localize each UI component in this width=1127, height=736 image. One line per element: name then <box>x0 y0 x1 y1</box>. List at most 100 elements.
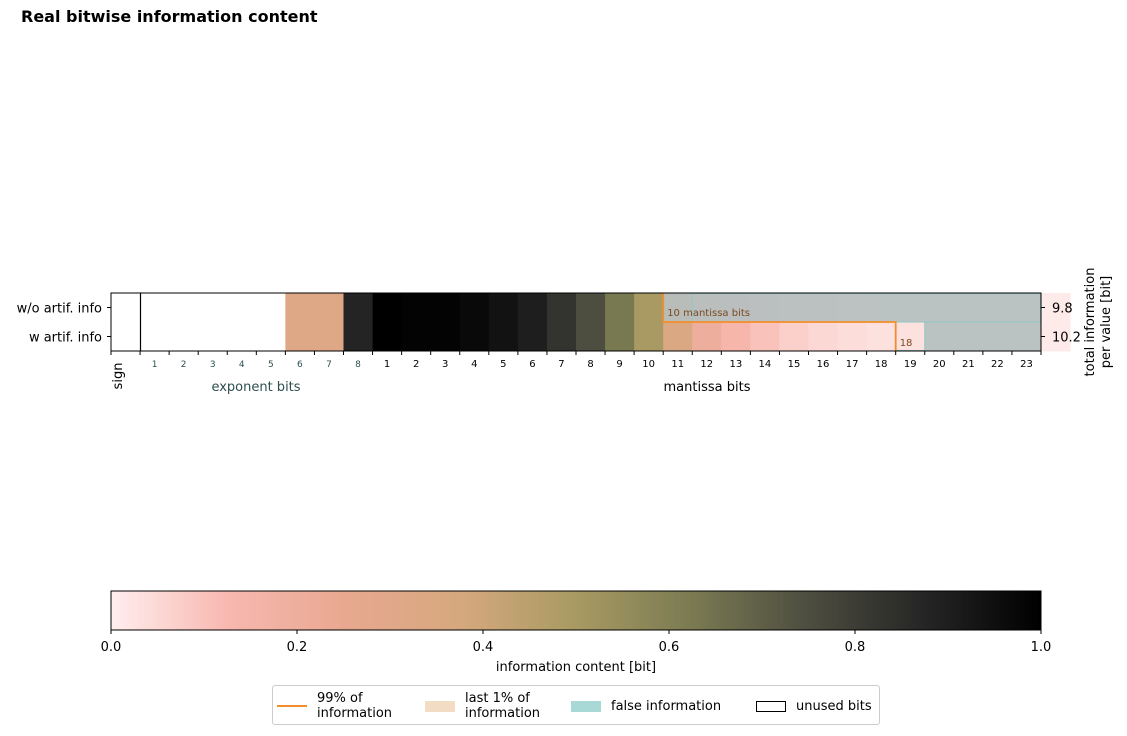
heatmap-cell <box>227 293 257 323</box>
heatmap-cell <box>721 322 751 352</box>
mantissa-bit-tick-label: 14 <box>759 359 772 370</box>
mantissa-bit-tick-label: 21 <box>962 359 975 370</box>
legend-label: unused bits <box>796 698 872 714</box>
colorbar-tick-label: 0.6 <box>659 640 680 655</box>
right-axis-label: total information per value [bit] <box>1083 268 1114 377</box>
exponent-bit-tick-label: 3 <box>210 360 216 370</box>
heatmap-cell <box>169 322 199 352</box>
heatmap-cell <box>605 322 635 352</box>
heatmap-cell <box>692 322 722 352</box>
dropped-bits-overlay <box>924 322 1041 351</box>
mantissa-bit-tick-label: 3 <box>442 359 448 370</box>
bit-ticks: 1 2 3 4 5 6 7 8 1 2 3 4 5 6 7 8 9 10 11 12 13 14 15 16 17 18 19 20 2… <box>110 351 1042 370</box>
heatmap-cell <box>401 322 432 352</box>
exponent-bit-tick-label: 4 <box>239 360 245 370</box>
mantissa-bits-label: mantissa bits <box>664 380 751 395</box>
right-axis-label-line2: per value [bit] <box>1099 276 1114 368</box>
heatmap-cell <box>663 322 693 352</box>
mantissa-bit-tick-label: 19 <box>904 359 917 370</box>
legend-swatch-patch <box>425 700 455 712</box>
exponent-bit-tick-label: 2 <box>181 360 187 370</box>
exponent-bit-tick-label: 5 <box>268 360 274 370</box>
heatmap-cell <box>314 322 344 352</box>
heatmap-cell <box>866 322 897 352</box>
heatmap-cell <box>605 293 635 323</box>
legend-swatch-outline <box>756 700 786 712</box>
heatmap-cell <box>285 293 315 323</box>
keepbits-annotation-row2: 18 <box>900 338 913 349</box>
heatmap-cell <box>430 293 461 323</box>
heatmap-cell <box>837 322 868 352</box>
heatmap-cell <box>256 293 286 323</box>
heatmap-cell <box>285 322 315 352</box>
heatmap-cell <box>459 322 490 352</box>
colorbar-tick-label: 1.0 <box>1031 640 1052 655</box>
heatmap-cell <box>546 293 577 323</box>
heatmap-cell <box>140 293 170 323</box>
total-information-ticks: 9.8 10.2 <box>1041 302 1081 346</box>
heatmap-cell <box>576 293 606 323</box>
exponent-bit-tick-label: 7 <box>326 360 332 370</box>
heatmap-cell <box>140 322 170 352</box>
heatmap-cell <box>808 322 838 352</box>
dropped-bits-overlay <box>663 293 1041 322</box>
total-information-label: 10.2 <box>1052 331 1081 346</box>
heatmap-cell <box>198 293 228 323</box>
mantissa-bit-tick-label: 18 <box>875 359 888 370</box>
heatmap-cell <box>750 322 780 352</box>
legend: 99% of information last 1% of informatio… <box>272 685 880 725</box>
heatmap-cell <box>488 293 519 323</box>
heatmap-cell <box>779 322 809 352</box>
mantissa-bit-tick-label: 9 <box>616 359 622 370</box>
legend-item-unused-bits: unused bits <box>756 686 872 726</box>
exponent-bit-tick-label: 6 <box>297 360 303 370</box>
mantissa-bit-tick-label: 1 <box>384 359 390 370</box>
colorbar-tick-label: 0.0 <box>101 640 122 655</box>
mantissa-bit-tick-label: 23 <box>1020 359 1033 370</box>
mantissa-bit-tick-label: 7 <box>558 359 564 370</box>
mantissa-bit-tick-label: 17 <box>846 359 859 370</box>
mantissa-bit-tick-label: 8 <box>587 359 593 370</box>
heatmap-cell <box>488 322 519 352</box>
total-information-label: 9.8 <box>1052 302 1073 317</box>
colorbar-tick-label: 0.8 <box>845 640 866 655</box>
mantissa-bit-tick-label: 22 <box>991 359 1004 370</box>
legend-label: false information <box>611 698 722 714</box>
heatmap-cell <box>634 293 664 323</box>
heatmap-cell <box>343 293 373 323</box>
right-axis-label-line1: total information <box>1083 268 1098 377</box>
heatmap-cell <box>111 293 141 323</box>
heatmap-cell <box>372 293 403 323</box>
mantissa-bit-tick-label: 10 <box>642 359 655 370</box>
heatmap-cell <box>459 293 490 323</box>
row-label: w/o artif. info <box>17 302 102 317</box>
keepbits-line <box>662 293 897 351</box>
mantissa-bit-tick-label: 11 <box>671 359 684 370</box>
heatmap-cell <box>517 293 548 323</box>
colorbar-ticks: 0.0 0.2 0.4 0.6 0.8 1.0 <box>101 630 1052 655</box>
mantissa-bit-tick-label: 5 <box>500 359 506 370</box>
colorbar-tick-label: 0.4 <box>473 640 494 655</box>
mantissa-bit-tick-label: 4 <box>471 359 477 370</box>
heatmap-cell <box>256 322 286 352</box>
row-label: w artif. info <box>29 331 102 346</box>
legend-item-last-1-percent: last 1% of information <box>425 686 540 726</box>
heatmap-cell <box>517 322 548 352</box>
heatmap-cell <box>111 322 141 352</box>
heatmap-cell <box>546 322 577 352</box>
heatmap-cell <box>198 322 228 352</box>
overlays: 10 mantissa bits 18 <box>662 293 1041 351</box>
heatmap-cell <box>430 322 461 352</box>
mantissa-bit-tick-label: 12 <box>700 359 713 370</box>
legend-swatch-patch <box>571 700 601 712</box>
chart-title: Real bitwise information content <box>21 7 318 26</box>
heatmap-cell <box>372 322 403 352</box>
mantissa-bit-tick-label: 2 <box>413 359 419 370</box>
mantissa-bit-tick-label: 13 <box>729 359 742 370</box>
heatmap-cell <box>1041 322 1071 352</box>
heatmap-cell <box>169 293 199 323</box>
legend-item-99-percent: 99% of information <box>277 686 392 726</box>
mantissa-bit-tick-label: 15 <box>788 359 801 370</box>
mantissa-bit-tick-label: 6 <box>529 359 535 370</box>
